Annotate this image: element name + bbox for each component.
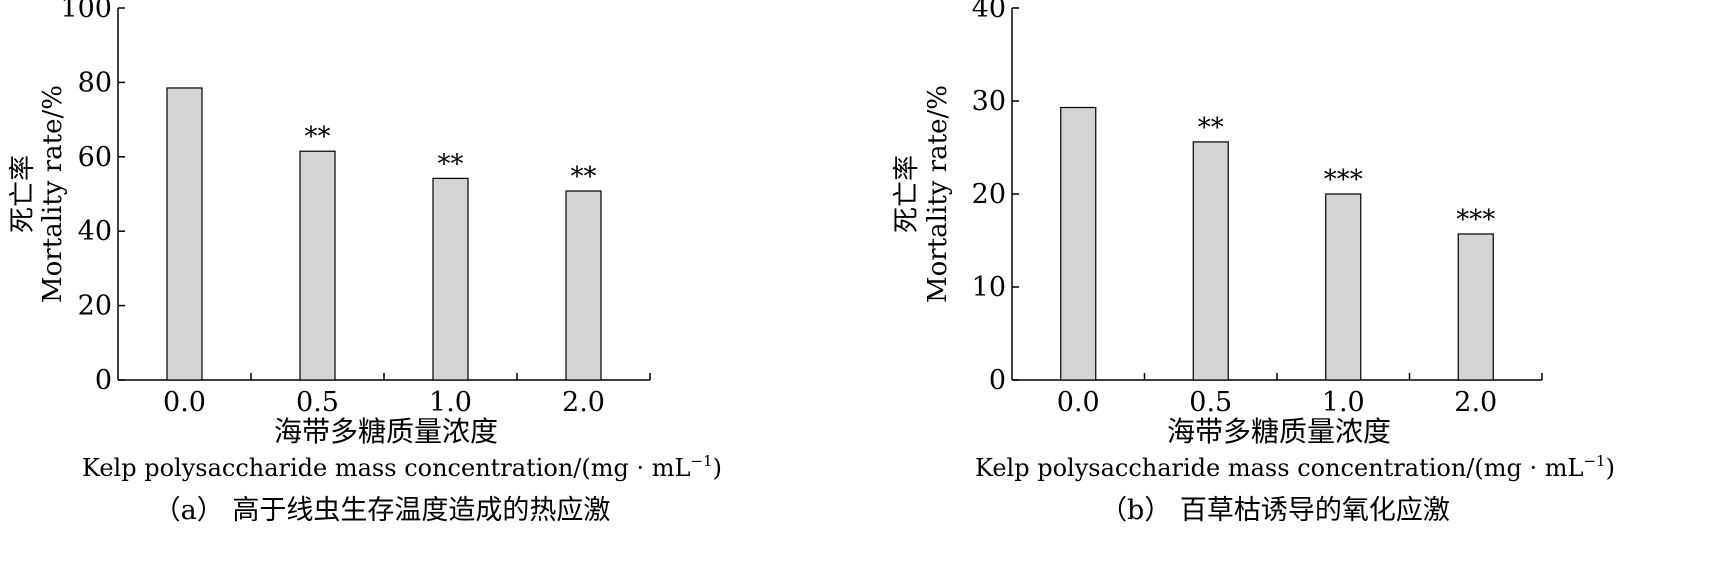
y-axis-label-en: Mortality rate/% — [38, 85, 68, 303]
x-tick-label: 0.0 — [1057, 387, 1100, 418]
y-axis-label-en: Mortality rate/% — [923, 85, 953, 303]
x-tick-label: 2.0 — [562, 387, 605, 418]
y-tick-label: 0 — [95, 365, 112, 396]
bar-0.5 — [1192, 141, 1229, 381]
significance-marker: ** — [305, 122, 331, 152]
y-tick-label: 0 — [989, 365, 1006, 396]
y-tick-label: 80 — [78, 67, 112, 98]
panel-caption: （b） 百草枯诱导的氧化应激 — [1100, 495, 1450, 526]
significance-marker: *** — [1324, 165, 1363, 195]
x-tick-label: 0.5 — [1189, 387, 1232, 418]
y-tick-label: 40 — [78, 216, 112, 247]
x-axis-label-cn: 海带多糖质量浓度 — [274, 415, 498, 448]
bar-1.0 — [1325, 193, 1362, 381]
x-tick-label: 1.0 — [429, 387, 472, 418]
panel-caption: （a） 高于线虫生存温度造成的热应激 — [154, 495, 611, 526]
y-axis-label-cn: 死亡率 — [8, 155, 38, 233]
chart-panel-b: 0 10 20 30 40 0.0 0.5 ** 1.0 *** 2.0 *** 死亡率 Mortalit… — [892, 0, 1615, 526]
chart-panel-a: 0 20 40 60 80 100 0.0 0.5 ** 1.0 ** 2.0 ** 死亡率 Mortali… — [8, 0, 722, 526]
x-axis-label-en: Kelp polysaccharide mass concentration/(… — [82, 452, 722, 482]
significance-marker: ** — [438, 149, 464, 179]
x-axis-label-cn: 海带多糖质量浓度 — [1167, 415, 1391, 448]
bar-2.0 — [1457, 233, 1494, 381]
bar-0.5 — [299, 150, 336, 381]
bar-1.0 — [432, 177, 469, 381]
bar-2.0 — [565, 190, 602, 381]
y-tick-label: 10 — [972, 272, 1006, 303]
x-axis-label-en: Kelp polysaccharide mass concentration/(… — [975, 452, 1615, 482]
y-tick-label: 20 — [78, 291, 112, 322]
bar-0.0 — [166, 87, 203, 381]
y-tick-label: 40 — [972, 0, 1006, 24]
y-tick-label: 30 — [972, 86, 1006, 117]
y-axis-label-cn: 死亡率 — [892, 155, 922, 233]
x-tick-label: 0.0 — [163, 387, 206, 418]
x-tick-label: 0.5 — [296, 387, 339, 418]
significance-marker: ** — [571, 162, 597, 192]
bar-0.0 — [1060, 106, 1097, 381]
y-tick-label: 100 — [60, 0, 112, 24]
x-tick-label: 1.0 — [1322, 387, 1365, 418]
y-tick-label: 20 — [972, 179, 1006, 210]
x-tick-label: 2.0 — [1454, 387, 1497, 418]
y-tick-label: 60 — [78, 142, 112, 173]
significance-marker: ** — [1198, 113, 1224, 143]
significance-marker: *** — [1456, 205, 1495, 235]
